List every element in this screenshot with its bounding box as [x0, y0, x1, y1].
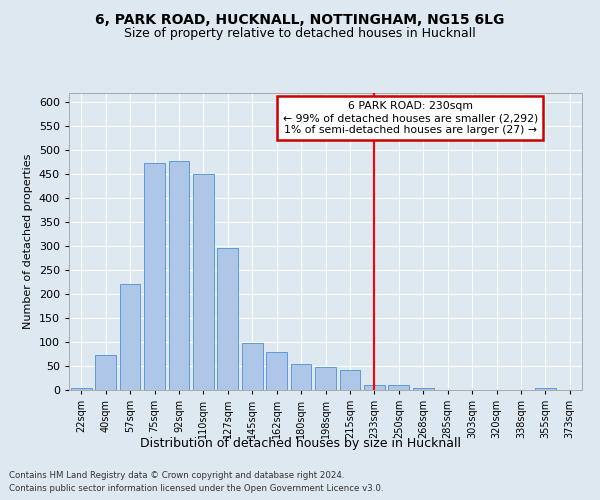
Text: 6, PARK ROAD, HUCKNALL, NOTTINGHAM, NG15 6LG: 6, PARK ROAD, HUCKNALL, NOTTINGHAM, NG15…: [95, 12, 505, 26]
Bar: [217, 248, 238, 390]
Bar: [242, 344, 263, 390]
Text: Contains HM Land Registry data © Crown copyright and database right 2024.: Contains HM Land Registry data © Crown c…: [9, 471, 344, 480]
Bar: [364, 385, 385, 390]
Text: Size of property relative to detached houses in Hucknall: Size of property relative to detached ho…: [124, 28, 476, 40]
Text: Contains public sector information licensed under the Open Government Licence v3: Contains public sector information licen…: [9, 484, 383, 493]
Bar: [315, 367, 336, 390]
Bar: [535, 388, 556, 390]
Bar: [413, 388, 434, 390]
Bar: [340, 370, 361, 390]
Bar: [388, 385, 409, 390]
Bar: [169, 160, 190, 390]
Text: 6 PARK ROAD: 230sqm
← 99% of detached houses are smaller (2,292)
1% of semi-deta: 6 PARK ROAD: 230sqm ← 99% of detached ho…: [283, 102, 538, 134]
Bar: [266, 352, 287, 390]
Bar: [119, 284, 140, 390]
Y-axis label: Number of detached properties: Number of detached properties: [23, 154, 33, 329]
Bar: [193, 174, 214, 390]
Text: Distribution of detached houses by size in Hucknall: Distribution of detached houses by size …: [139, 438, 461, 450]
Bar: [71, 388, 92, 390]
Bar: [95, 356, 116, 390]
Bar: [290, 364, 311, 390]
Bar: [144, 163, 165, 390]
